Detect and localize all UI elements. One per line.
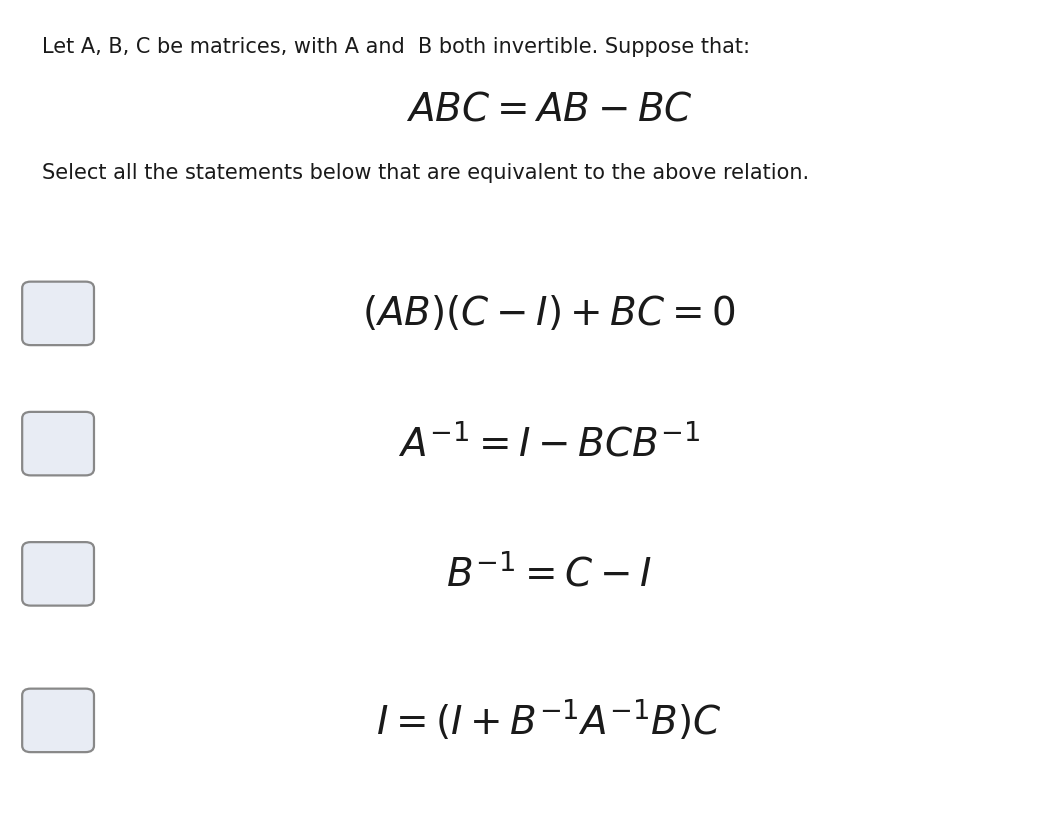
FancyBboxPatch shape [22, 689, 94, 752]
Text: Let A, B, C be matrices, with A and  B both invertible. Suppose that:: Let A, B, C be matrices, with A and B bo… [42, 37, 750, 57]
FancyBboxPatch shape [22, 542, 94, 606]
Text: $(\mathit{AB})(\mathit{C} - \mathit{I}) + \mathit{BC} = 0$: $(\mathit{AB})(\mathit{C} - \mathit{I}) … [362, 294, 736, 333]
Text: $\mathit{I} = (\mathit{I} + \mathit{B}^{-1}\mathit{A}^{-1}\mathit{B})\mathit{C}$: $\mathit{I} = (\mathit{I} + \mathit{B}^{… [376, 698, 722, 742]
FancyBboxPatch shape [22, 412, 94, 475]
Text: $\mathit{B}^{-1} = \mathit{C} - \mathit{I}$: $\mathit{B}^{-1} = \mathit{C} - \mathit{… [447, 554, 652, 593]
FancyBboxPatch shape [22, 282, 94, 345]
Text: Select all the statements below that are equivalent to the above relation.: Select all the statements below that are… [42, 163, 809, 183]
Text: $\mathit{A}^{-1} = \mathit{I} - \mathit{BCB}^{-1}$: $\mathit{A}^{-1} = \mathit{I} - \mathit{… [398, 424, 700, 463]
Text: $\mathit{ABC} = \mathit{AB} - \mathit{BC}$: $\mathit{ABC} = \mathit{AB} - \mathit{BC… [406, 91, 693, 129]
